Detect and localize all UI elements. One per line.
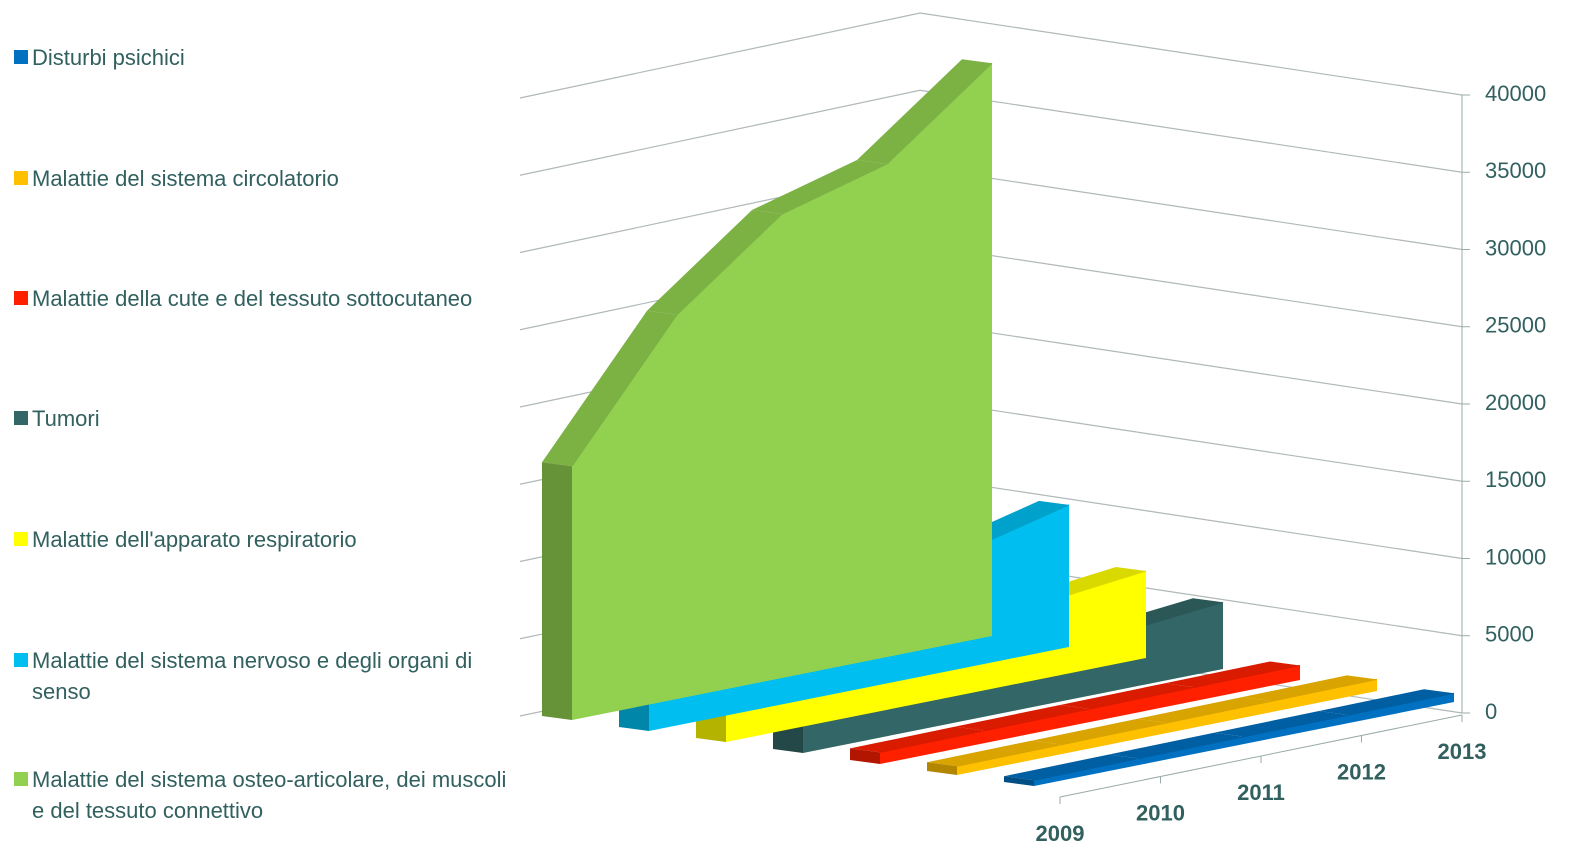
line <box>956 678 1378 767</box>
ribbon-top <box>1242 675 1377 702</box>
ribbon-top <box>1165 661 1300 688</box>
grid-line <box>519 12 1463 99</box>
x-tick-label: 2013 <box>1438 739 1487 764</box>
line <box>1033 692 1455 781</box>
x-tick-label: 2011 <box>1237 780 1285 805</box>
legend-label: Malattie della cute e del tessuto sottoc… <box>32 286 473 311</box>
x-tick-label: 2012 <box>1337 759 1386 784</box>
y-tick-label: 10000 <box>1485 544 1546 569</box>
ribbon-top <box>1004 754 1139 781</box>
y-tick-label: 20000 <box>1485 390 1546 415</box>
line <box>571 62 993 467</box>
y-tick-label: 30000 <box>1485 235 1546 260</box>
ribbon-top <box>542 310 677 467</box>
legend-swatch <box>14 50 28 64</box>
x-tick-label: 2010 <box>1136 800 1185 825</box>
ribbon-side <box>1004 776 1034 786</box>
line <box>879 665 1301 753</box>
legend-item: Malattie del sistema circolatorio <box>14 163 514 194</box>
ribbon-front <box>572 63 992 720</box>
ribbon-top <box>857 59 992 164</box>
ribbon-top <box>850 726 985 753</box>
ribbon-top <box>752 160 887 214</box>
legend-swatch <box>14 532 28 546</box>
ribbon-top <box>1032 718 1167 745</box>
ribbon-front <box>880 665 1300 764</box>
legend-swatch <box>14 291 28 305</box>
legend-label: Malattie dell'apparato respiratorio <box>32 527 357 552</box>
legend-item: Malattie del sistema nervoso e degli org… <box>14 645 514 707</box>
legend-item: Tumori <box>14 403 514 434</box>
legend-label: Tumori <box>32 406 100 431</box>
legend-swatch <box>14 411 28 425</box>
ribbon-top <box>1137 697 1272 723</box>
legend-label: Malattie del sistema circolatorio <box>32 166 339 191</box>
ribbon-side <box>850 748 880 764</box>
legend-swatch <box>14 772 28 786</box>
ribbon-top <box>927 740 1062 767</box>
y-tick-label: 25000 <box>1485 313 1546 338</box>
y-tick-label: 35000 <box>1485 158 1546 183</box>
legend-item: Malattie della cute e del tessuto sottoc… <box>14 283 514 314</box>
ribbon-top <box>1060 683 1195 709</box>
y-tick-label: 15000 <box>1485 467 1546 492</box>
y-tick-label: 0 <box>1485 699 1497 724</box>
grid-line <box>519 89 1463 176</box>
ribbon-front <box>1034 693 1454 786</box>
legend-swatch <box>14 171 28 185</box>
ribbon-top <box>647 210 782 315</box>
legend-label: Malattie del sistema osteo-articolare, d… <box>32 767 507 823</box>
ribbon-side <box>542 462 572 720</box>
legend-label: Disturbi psichici <box>32 45 185 70</box>
ribbon-front <box>957 679 1377 775</box>
ribbon-side <box>927 762 957 775</box>
ribbon-top <box>1319 689 1454 716</box>
legend-label: Malattie del sistema nervoso e degli org… <box>32 648 473 704</box>
ribbon-top <box>1214 711 1349 737</box>
y-tick-label: 40000 <box>1485 81 1546 106</box>
legend-swatch <box>14 653 28 667</box>
ribbon-top <box>1109 732 1244 759</box>
legend-item: Malattie del sistema osteo-articolare, d… <box>14 764 514 826</box>
legend-item: Malattie dell'apparato respiratorio <box>14 524 514 555</box>
ribbon-top <box>955 704 1090 731</box>
y-tick-label: 5000 <box>1485 622 1534 647</box>
x-tick-label: 2009 <box>1036 821 1085 846</box>
legend-item: Disturbi psichici <box>14 42 514 73</box>
